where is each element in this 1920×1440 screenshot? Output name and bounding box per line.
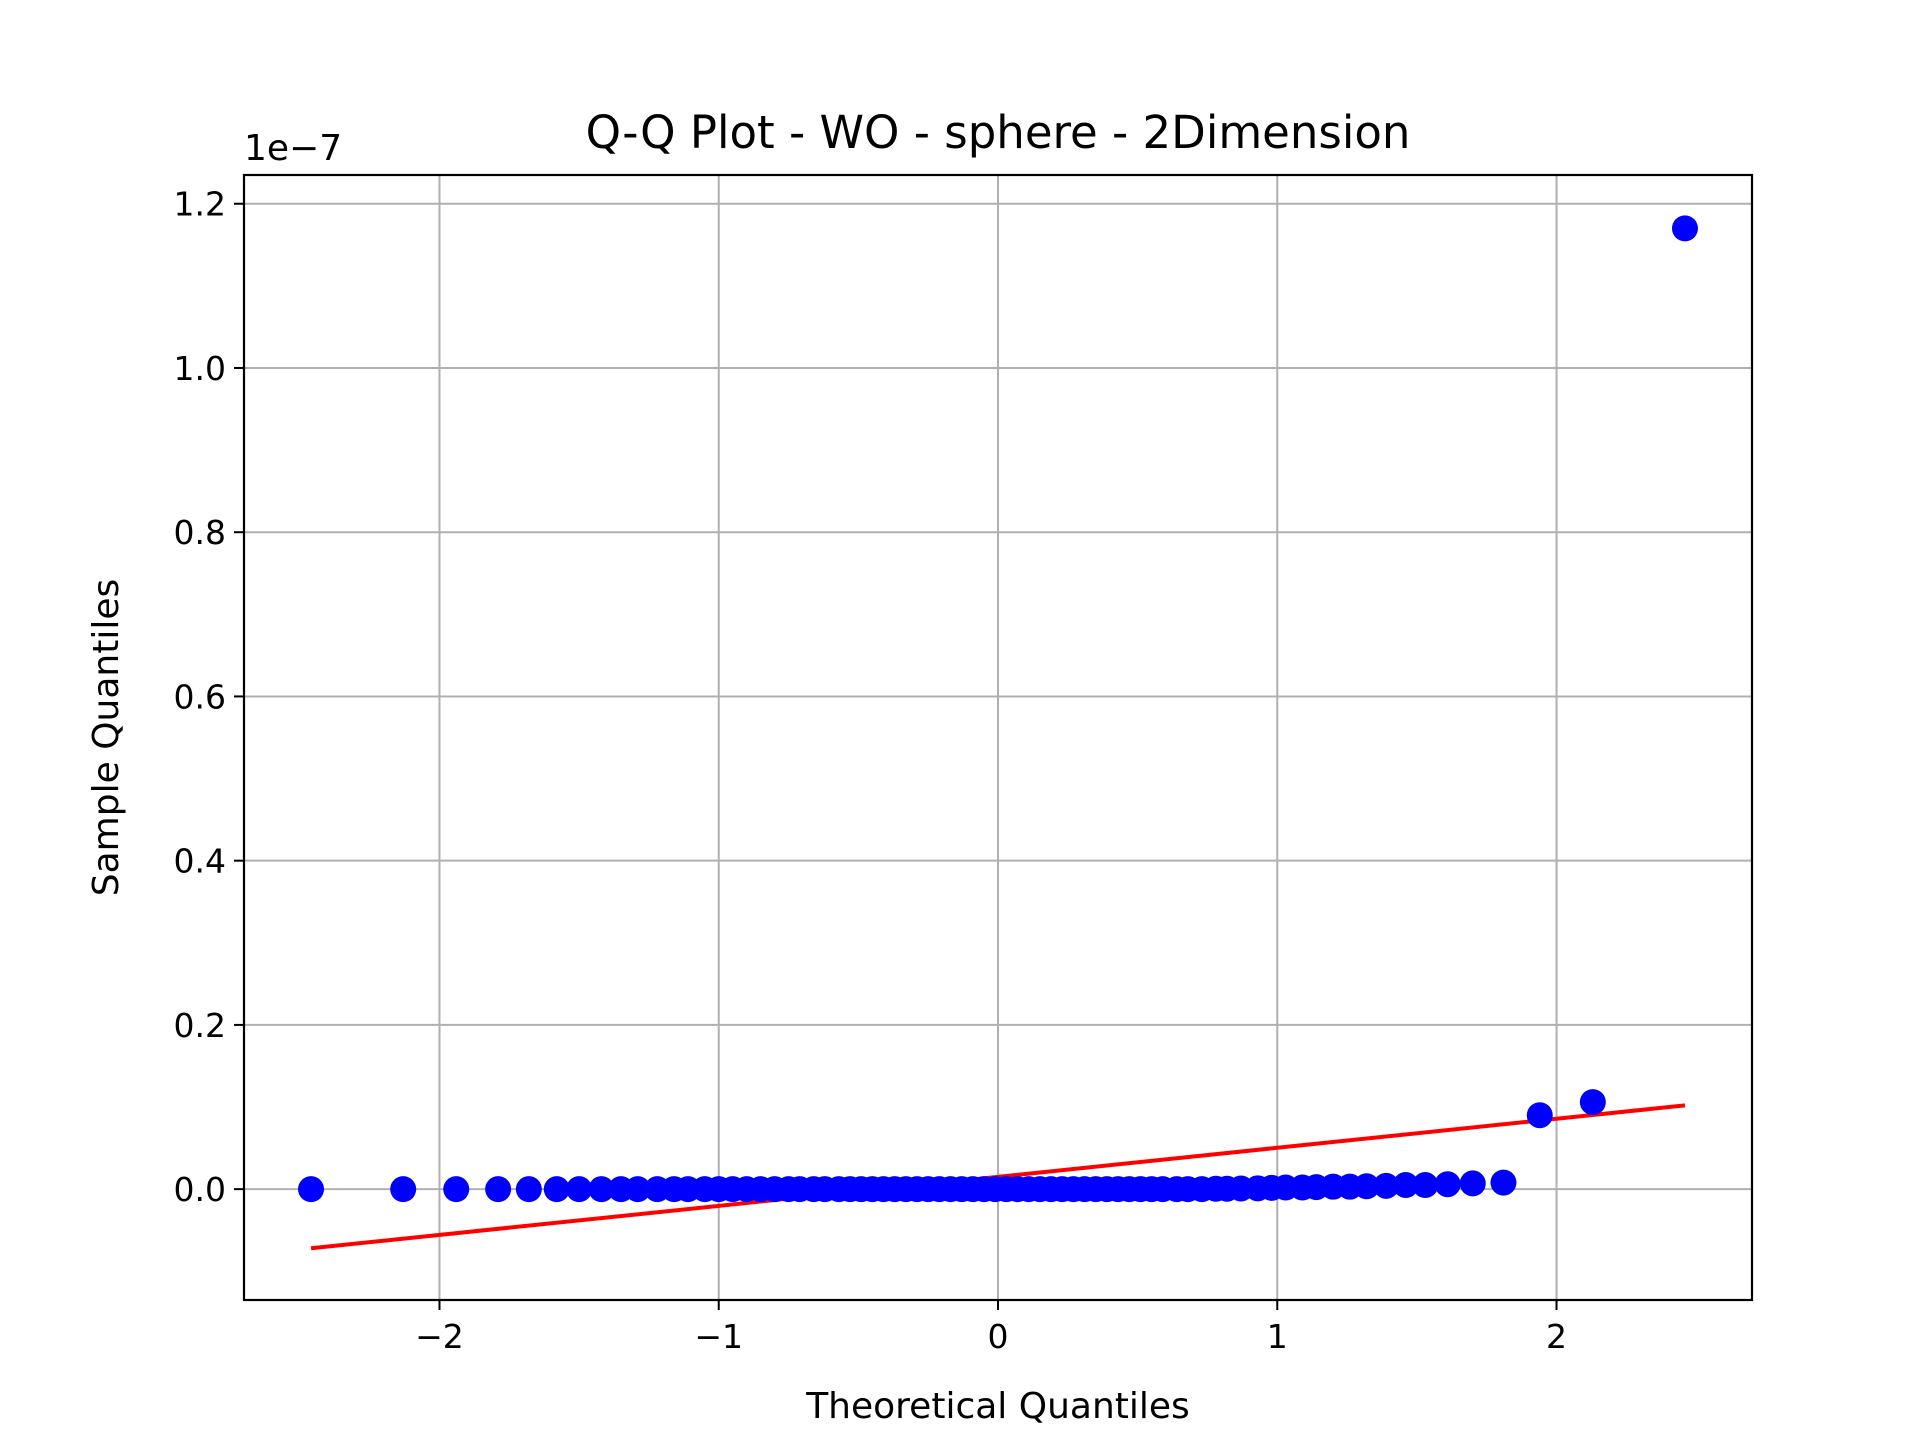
x-tick-label: −2 <box>415 1317 464 1356</box>
data-point <box>624 1176 651 1203</box>
chart-title: Q-Q Plot - WO - sphere - 2Dimension <box>586 106 1411 159</box>
y-tick-label: 0.4 <box>174 842 226 881</box>
x-axis-ticks: −2 −1 0 1 2 <box>415 1300 1567 1356</box>
data-point <box>1526 1102 1553 1129</box>
y-tick-label: 0.8 <box>174 513 226 552</box>
y-tick-label: 1.0 <box>174 349 226 388</box>
data-point <box>1579 1089 1606 1116</box>
y-tick-label: 0.0 <box>174 1170 226 1209</box>
data-point <box>1459 1170 1486 1197</box>
x-axis-label: Theoretical Quantiles <box>805 1386 1190 1427</box>
data-point <box>443 1176 470 1203</box>
data-point <box>1373 1172 1400 1199</box>
y-tick-label: 1.2 <box>174 185 226 224</box>
data-point <box>1392 1172 1419 1199</box>
data-point <box>485 1176 512 1203</box>
data-point <box>1671 215 1698 242</box>
y-axis-ticks: 0.0 0.2 0.4 0.6 0.8 1.0 1.2 <box>174 185 244 1209</box>
data-point <box>1412 1172 1439 1199</box>
x-tick-label: −1 <box>694 1317 743 1356</box>
data-point <box>515 1176 542 1203</box>
y-tick-label: 0.2 <box>174 1006 226 1045</box>
y-axis-label: Sample Quantiles <box>86 579 127 896</box>
data-point <box>543 1176 570 1203</box>
data-point <box>298 1176 325 1203</box>
data-points <box>298 215 1698 1203</box>
x-tick-label: 1 <box>1267 1317 1288 1356</box>
y-tick-label: 0.6 <box>174 677 226 716</box>
data-point <box>1353 1173 1380 1200</box>
data-point <box>588 1176 615 1203</box>
y-axis-offset-label: 1e−7 <box>244 128 342 169</box>
x-tick-label: 2 <box>1546 1317 1567 1356</box>
data-point <box>1434 1171 1461 1198</box>
data-point <box>566 1176 593 1203</box>
x-tick-label: 0 <box>988 1317 1009 1356</box>
data-point <box>1490 1169 1517 1196</box>
data-point <box>390 1176 417 1203</box>
